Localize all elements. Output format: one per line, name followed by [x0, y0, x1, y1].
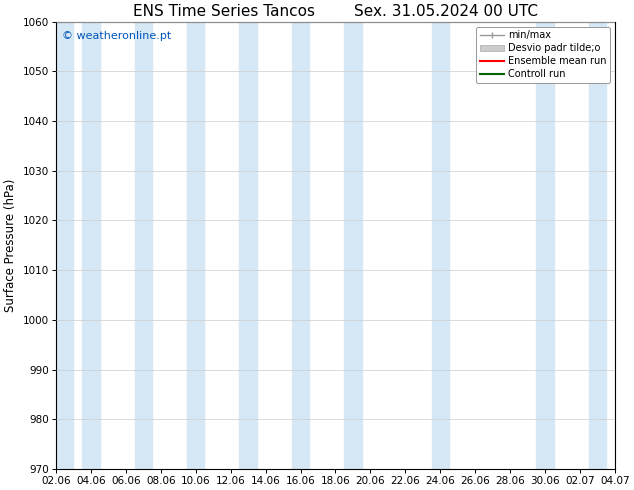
Bar	[344, 22, 361, 469]
Text: © weatheronline.pt: © weatheronline.pt	[61, 31, 171, 41]
Bar	[615, 22, 633, 469]
Legend: min/max, Desvio padr tilde;o, Ensemble mean run, Controll run: min/max, Desvio padr tilde;o, Ensemble m…	[476, 26, 610, 83]
Y-axis label: Surface Pressure (hPa): Surface Pressure (hPa)	[4, 179, 17, 312]
Bar	[240, 22, 257, 469]
Bar	[187, 22, 204, 469]
Bar	[292, 22, 309, 469]
Bar	[589, 22, 606, 469]
Bar	[432, 22, 449, 469]
Title: ENS Time Series Tancos        Sex. 31.05.2024 00 UTC: ENS Time Series Tancos Sex. 31.05.2024 0…	[133, 4, 538, 19]
Bar	[56, 22, 74, 469]
Bar	[82, 22, 100, 469]
Bar	[536, 22, 554, 469]
Bar	[134, 22, 152, 469]
